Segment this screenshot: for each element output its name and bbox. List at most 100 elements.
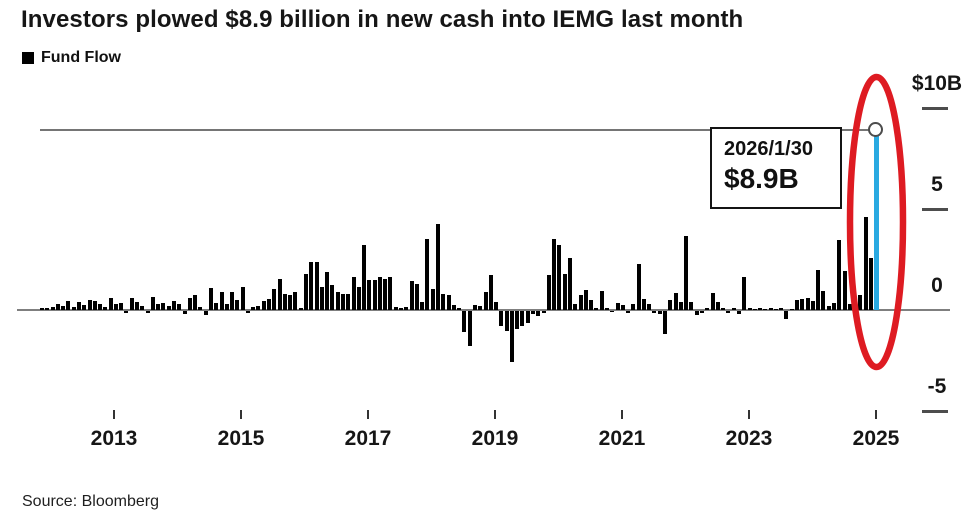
bar[interactable] [340, 293, 345, 310]
bar[interactable] [166, 305, 171, 310]
bar[interactable] [177, 303, 182, 310]
bar[interactable] [615, 302, 620, 310]
bar[interactable] [335, 291, 340, 310]
bar[interactable] [810, 300, 815, 310]
bar[interactable] [71, 306, 76, 310]
bar[interactable] [641, 298, 646, 310]
bar[interactable] [710, 292, 715, 310]
bar[interactable] [235, 299, 240, 310]
bar[interactable] [182, 311, 187, 315]
bar[interactable] [430, 288, 435, 310]
bar[interactable] [140, 305, 145, 310]
bar[interactable] [145, 311, 150, 314]
bar[interactable] [298, 307, 303, 310]
bar[interactable] [245, 311, 250, 314]
bar[interactable] [203, 311, 208, 316]
bar[interactable] [208, 287, 213, 310]
bar[interactable] [837, 240, 842, 310]
bar[interactable] [409, 280, 414, 310]
bar[interactable] [583, 289, 588, 310]
bar[interactable] [240, 286, 245, 310]
bar[interactable] [282, 293, 287, 310]
bar[interactable] [198, 306, 203, 310]
bar[interactable] [319, 286, 324, 310]
bar[interactable] [620, 304, 625, 310]
bar[interactable] [599, 290, 604, 310]
bar[interactable] [346, 293, 351, 310]
bar[interactable] [853, 296, 858, 310]
bar[interactable] [763, 308, 768, 310]
bar[interactable] [657, 311, 662, 315]
bar[interactable] [314, 261, 319, 310]
bar[interactable] [457, 307, 462, 310]
bar[interactable] [779, 307, 784, 310]
bar[interactable] [509, 311, 514, 362]
bar[interactable] [98, 303, 103, 310]
bar[interactable] [108, 297, 113, 310]
bar[interactable] [573, 303, 578, 310]
bar[interactable] [193, 294, 198, 310]
bar[interactable] [362, 245, 367, 310]
bar[interactable] [604, 307, 609, 310]
bar[interactable] [594, 307, 599, 310]
bar[interactable] [113, 303, 118, 310]
bar[interactable] [441, 293, 446, 310]
bar[interactable] [673, 292, 678, 310]
bar[interactable] [589, 299, 594, 310]
bar[interactable] [367, 279, 372, 310]
bar[interactable] [309, 261, 314, 310]
bar[interactable] [135, 301, 140, 310]
bar[interactable] [129, 297, 134, 310]
bar[interactable] [388, 276, 393, 310]
bar[interactable] [742, 276, 747, 310]
bar[interactable] [393, 306, 398, 310]
bar[interactable] [494, 301, 499, 310]
bar[interactable] [842, 270, 847, 310]
bar[interactable] [272, 288, 277, 310]
bar[interactable] [124, 311, 129, 314]
bar[interactable] [647, 303, 652, 310]
bar[interactable] [92, 300, 97, 310]
bar[interactable] [187, 297, 192, 310]
bar[interactable] [800, 298, 805, 310]
bar[interactable] [87, 299, 92, 310]
bar[interactable] [752, 308, 757, 310]
bar[interactable] [330, 284, 335, 310]
bar[interactable] [45, 307, 50, 310]
bar[interactable] [768, 307, 773, 310]
bar[interactable] [678, 301, 683, 310]
bar[interactable] [288, 294, 293, 310]
bar[interactable] [832, 302, 836, 310]
bar[interactable] [414, 283, 419, 310]
bar[interactable] [425, 239, 430, 310]
bar[interactable] [219, 291, 224, 310]
bar[interactable] [161, 302, 166, 310]
bar[interactable] [684, 236, 689, 310]
bar[interactable] [103, 306, 108, 310]
bar[interactable] [156, 303, 161, 310]
highlight-bar[interactable] [873, 130, 879, 310]
bar[interactable] [826, 305, 831, 310]
bar[interactable] [557, 245, 562, 310]
bar[interactable] [515, 311, 520, 330]
bar[interactable] [789, 308, 794, 310]
bar[interactable] [504, 311, 509, 332]
bar[interactable] [536, 311, 541, 317]
bar[interactable] [251, 306, 256, 310]
bar[interactable] [50, 306, 55, 310]
bar[interactable] [150, 296, 155, 310]
bar[interactable] [531, 311, 536, 315]
bar[interactable] [636, 263, 641, 310]
bar[interactable] [224, 303, 229, 310]
bar[interactable] [689, 301, 694, 310]
bar[interactable] [541, 311, 546, 314]
bar[interactable] [451, 304, 456, 310]
bar[interactable] [404, 306, 409, 310]
bar[interactable] [214, 302, 219, 310]
bar[interactable] [356, 286, 361, 310]
bar[interactable] [626, 311, 631, 314]
bar[interactable] [578, 294, 583, 310]
bar[interactable] [478, 305, 483, 310]
bar[interactable] [715, 301, 720, 310]
bar[interactable] [668, 299, 673, 310]
